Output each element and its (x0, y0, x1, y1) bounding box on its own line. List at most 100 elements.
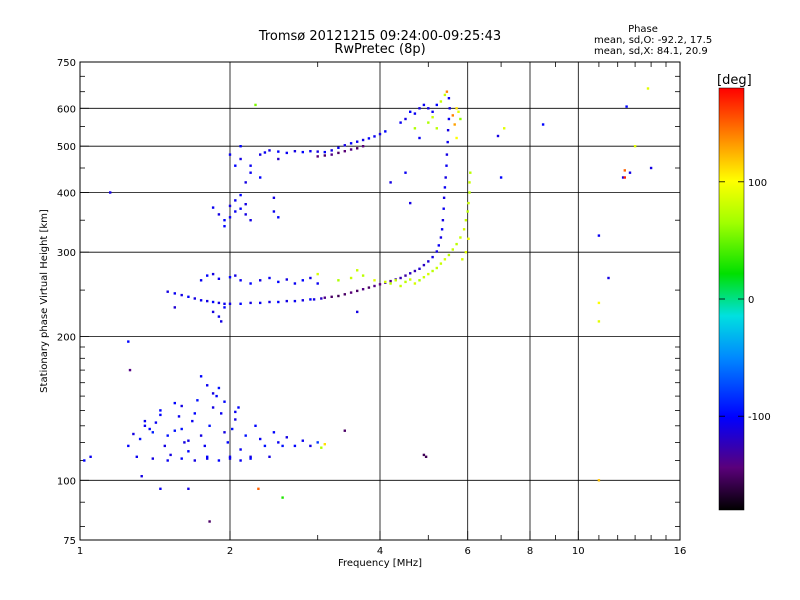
data-point (316, 150, 319, 153)
data-point (277, 441, 280, 444)
data-point (309, 276, 312, 280)
data-point (597, 234, 601, 237)
data-point (455, 136, 458, 140)
data-point (208, 424, 211, 427)
data-point (268, 276, 271, 280)
data-point (234, 210, 237, 213)
y-tick-label: 600 (57, 104, 76, 115)
data-point (180, 427, 183, 431)
colorbar-label: [deg] (717, 73, 752, 88)
data-point (373, 135, 376, 138)
data-point (206, 457, 209, 460)
data-point (441, 219, 445, 222)
data-point (239, 279, 242, 282)
data-point (234, 199, 237, 202)
data-point (268, 149, 271, 152)
data-point (422, 453, 426, 457)
data-point (621, 176, 625, 179)
data-point (320, 446, 323, 449)
data-point (448, 107, 451, 110)
data-point (361, 138, 365, 142)
data-point (399, 121, 402, 124)
data-point (211, 272, 215, 276)
y-tick-label: 300 (57, 248, 76, 259)
data-point (223, 225, 226, 228)
data-point (356, 269, 359, 272)
data-point (223, 302, 226, 305)
data-point (183, 441, 186, 444)
y-tick-label: 100 (57, 476, 76, 487)
data-point (215, 394, 218, 398)
data-point (455, 242, 458, 246)
colorbar-tick-label: -100 (748, 412, 771, 423)
data-point (361, 288, 365, 291)
data-point (187, 439, 190, 442)
x-tick-label: 6 (465, 546, 471, 557)
data-point (443, 93, 447, 97)
data-point (439, 262, 443, 265)
data-point (646, 87, 650, 90)
data-point (316, 282, 319, 285)
x-tick-label: 8 (527, 546, 533, 557)
data-point (625, 105, 628, 108)
data-point (143, 419, 147, 423)
data-point (464, 219, 468, 222)
data-point (413, 127, 417, 130)
data-point (418, 267, 421, 270)
data-point (464, 251, 468, 254)
data-point (316, 272, 319, 276)
data-point (187, 450, 190, 453)
data-point (244, 213, 247, 216)
data-point (277, 150, 280, 153)
data-point (316, 441, 319, 444)
data-point (180, 457, 183, 460)
data-point (316, 155, 319, 158)
data-point (211, 206, 215, 209)
data-point (467, 201, 470, 205)
data-point (459, 117, 462, 121)
chart-subtitle: RwPretec (8p) (334, 42, 425, 57)
data-point (193, 297, 196, 300)
y-tick-label: 400 (57, 189, 76, 200)
data-point (293, 444, 297, 448)
data-point (446, 129, 450, 132)
data-point (451, 248, 454, 251)
data-point (356, 147, 359, 150)
data-point (173, 401, 176, 405)
data-point (413, 112, 417, 115)
data-point (435, 250, 438, 253)
phase-heading: Phase (628, 24, 658, 35)
data-point (140, 475, 143, 478)
colorbar-tick-label: 100 (748, 178, 767, 189)
data-point (244, 203, 247, 206)
data-point (239, 193, 242, 197)
data-point (217, 459, 221, 462)
data-point (461, 258, 464, 261)
data-point (259, 153, 262, 156)
data-point (239, 302, 242, 305)
data-point (217, 301, 221, 305)
y-tick-label: 750 (57, 58, 76, 69)
colorbar-ticks: 100 0 -100 (719, 178, 771, 423)
data-point (220, 320, 223, 323)
data-point (404, 274, 407, 277)
data-point (277, 300, 280, 304)
data-point (127, 444, 130, 448)
data-point (422, 276, 426, 279)
data-point (445, 90, 449, 93)
data-point (127, 340, 130, 343)
data-point (373, 279, 376, 282)
data-point (239, 157, 242, 161)
data-point (228, 276, 232, 279)
data-point (234, 274, 237, 277)
data-point (293, 282, 297, 285)
data-point (309, 444, 312, 448)
data-point (249, 457, 252, 460)
data-point (217, 315, 221, 318)
data-point (349, 148, 353, 151)
data-point (445, 164, 448, 167)
data-point (404, 280, 407, 284)
data-point (223, 400, 226, 403)
data-point (191, 419, 194, 423)
data-point (607, 276, 610, 280)
